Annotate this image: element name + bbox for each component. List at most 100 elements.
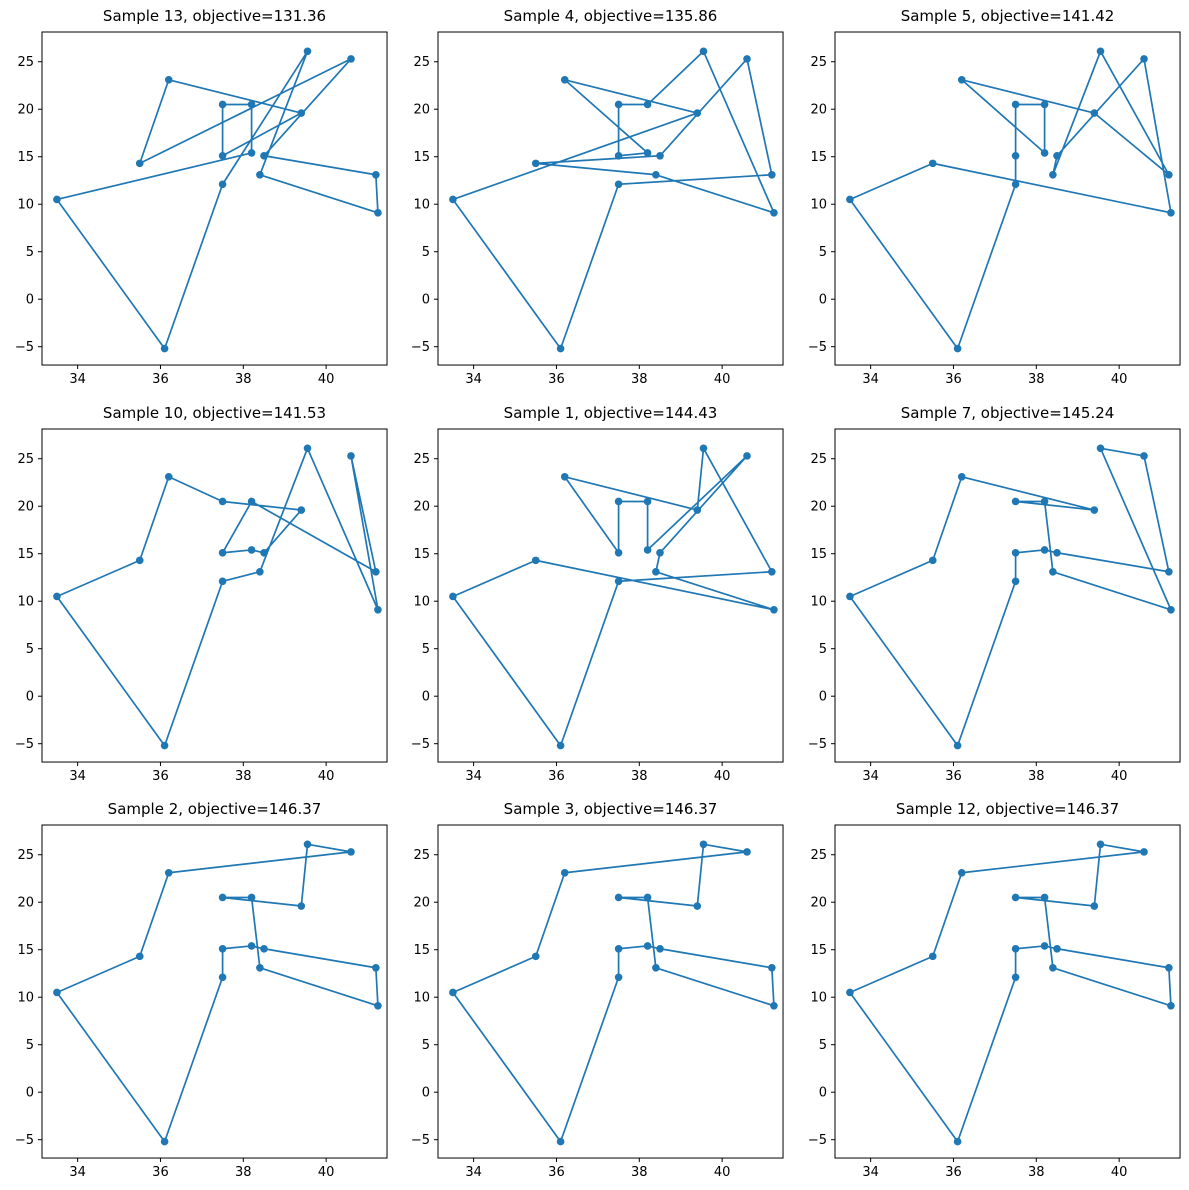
- data-point: [218, 151, 227, 160]
- y-tick-label: 10: [810, 198, 827, 213]
- data-point: [532, 159, 540, 168]
- data-point: [615, 548, 623, 557]
- data-point: [770, 1002, 779, 1011]
- data-point: [532, 953, 540, 961]
- subplot-title: Sample 10, objective=141.53: [103, 404, 326, 422]
- data-point: [1011, 973, 1020, 982]
- tsp-tour-chart: Sample 2, objective=146.37 34 36 38 40 −5 0 5 10…: [15, 800, 388, 1181]
- data-point: [700, 444, 708, 452]
- data-point: [247, 545, 256, 554]
- x-tick-label: 34: [862, 769, 879, 784]
- data-point: [374, 605, 382, 614]
- data-point: [1090, 902, 1098, 911]
- y-tick-label: 25: [810, 849, 827, 864]
- x-tick-label: 38: [631, 372, 648, 387]
- x-tick-label: 38: [1028, 1166, 1045, 1181]
- axes-spines: [834, 428, 1181, 763]
- axes-spines: [437, 428, 784, 763]
- x-tick-label: 34: [466, 1166, 483, 1181]
- data-point: [957, 472, 966, 481]
- data-point: [256, 170, 264, 179]
- tour-path: [848, 447, 1172, 747]
- y-tick-label: 15: [17, 547, 34, 562]
- x-tick-label: 38: [631, 769, 648, 784]
- data-point: [1164, 567, 1173, 576]
- subplot-sample-5: Sample 5, objective=141.42 34 36 38 40 −5 0 5 10…: [793, 0, 1189, 397]
- tsp-tour-chart: Sample 4, objective=135.86 34 36 38 40 −5 0 5 10…: [411, 7, 784, 387]
- y-tick-label: −5: [15, 340, 34, 355]
- data-point: [845, 195, 854, 204]
- x-tick-label: 40: [714, 372, 731, 387]
- data-point: [135, 556, 144, 564]
- data-point: [1011, 497, 1020, 506]
- y-tick-label: −5: [807, 340, 826, 355]
- data-point: [297, 109, 306, 117]
- subplot-title: Sample 1, objective=144.43: [504, 404, 718, 422]
- x-tick-label: 38: [631, 1166, 648, 1181]
- y-tick-label: 5: [818, 642, 826, 657]
- y-tick-label: 20: [810, 499, 827, 514]
- tour-path: [452, 843, 776, 1143]
- data-point: [53, 592, 61, 601]
- y-tick-label: 25: [414, 452, 431, 467]
- data-point: [700, 840, 708, 849]
- data-point: [644, 100, 652, 109]
- y-tick-label: 5: [422, 642, 430, 657]
- data-point: [247, 100, 256, 109]
- data-point: [374, 1002, 382, 1011]
- subplot-sample-10: Sample 10, objective=141.53 34 36 38 40 −5 0 5 1…: [0, 397, 396, 794]
- y-tick-label: 15: [17, 944, 34, 959]
- y-tick-label: 10: [810, 991, 827, 1006]
- tsp-tour-chart: Sample 12, objective=146.37 34 36 38 40 −5 0 5 1…: [807, 800, 1181, 1181]
- data-point: [1090, 505, 1098, 514]
- y-tick-label: 5: [26, 642, 34, 657]
- data-point: [953, 741, 962, 750]
- data-point: [644, 894, 652, 902]
- data-point: [768, 170, 776, 179]
- subplot-sample-12: Sample 12, objective=146.37 34 36 38 40 −5 0 5 1…: [793, 793, 1189, 1190]
- subplot-sample-13: Sample 13, objective=131.36 34 36 38 40 −5 0 5 1…: [0, 0, 396, 397]
- data-point: [532, 556, 540, 564]
- data-point: [1164, 964, 1173, 973]
- data-point: [135, 159, 144, 168]
- y-tick-label: 0: [422, 1086, 430, 1101]
- y-tick-label: 25: [17, 452, 34, 467]
- y-tick-label: 0: [818, 1086, 826, 1101]
- data-point: [557, 1138, 565, 1146]
- data-point: [693, 505, 702, 514]
- y-tick-label: 10: [414, 594, 431, 609]
- data-point: [693, 902, 702, 911]
- data-point: [615, 894, 623, 902]
- data-point: [656, 151, 665, 160]
- subplot-sample-3: Sample 3, objective=146.37 34 36 38 40 −5 0 5 10…: [396, 793, 792, 1190]
- x-tick-label: 36: [549, 769, 566, 784]
- subplot-title: Sample 13, objective=131.36: [103, 7, 326, 25]
- data-point: [247, 894, 256, 902]
- axes-spines: [834, 31, 1181, 366]
- y-tick-label: 10: [17, 991, 34, 1006]
- data-point: [615, 151, 623, 160]
- data-point: [1040, 100, 1049, 109]
- subplot-title: Sample 7, objective=145.24: [900, 404, 1114, 422]
- data-point: [644, 497, 652, 506]
- data-point: [449, 989, 458, 997]
- data-point: [561, 869, 569, 878]
- y-tick-label: 20: [17, 103, 34, 118]
- y-tick-label: 5: [422, 245, 430, 260]
- data-point: [652, 567, 660, 576]
- x-tick-label: 34: [862, 1166, 879, 1181]
- data-point: [449, 195, 458, 204]
- data-point: [644, 942, 652, 951]
- data-point: [1166, 605, 1175, 614]
- y-tick-label: 20: [414, 103, 431, 118]
- data-point: [615, 973, 623, 982]
- axes-spines: [834, 824, 1181, 1160]
- y-tick-label: 25: [17, 55, 34, 70]
- y-tick-label: −5: [15, 1134, 34, 1149]
- data-point: [957, 75, 966, 84]
- data-point: [303, 444, 312, 452]
- y-tick-label: 5: [26, 1039, 34, 1054]
- data-point: [372, 964, 380, 973]
- data-point: [1052, 945, 1061, 954]
- data-point: [256, 964, 264, 973]
